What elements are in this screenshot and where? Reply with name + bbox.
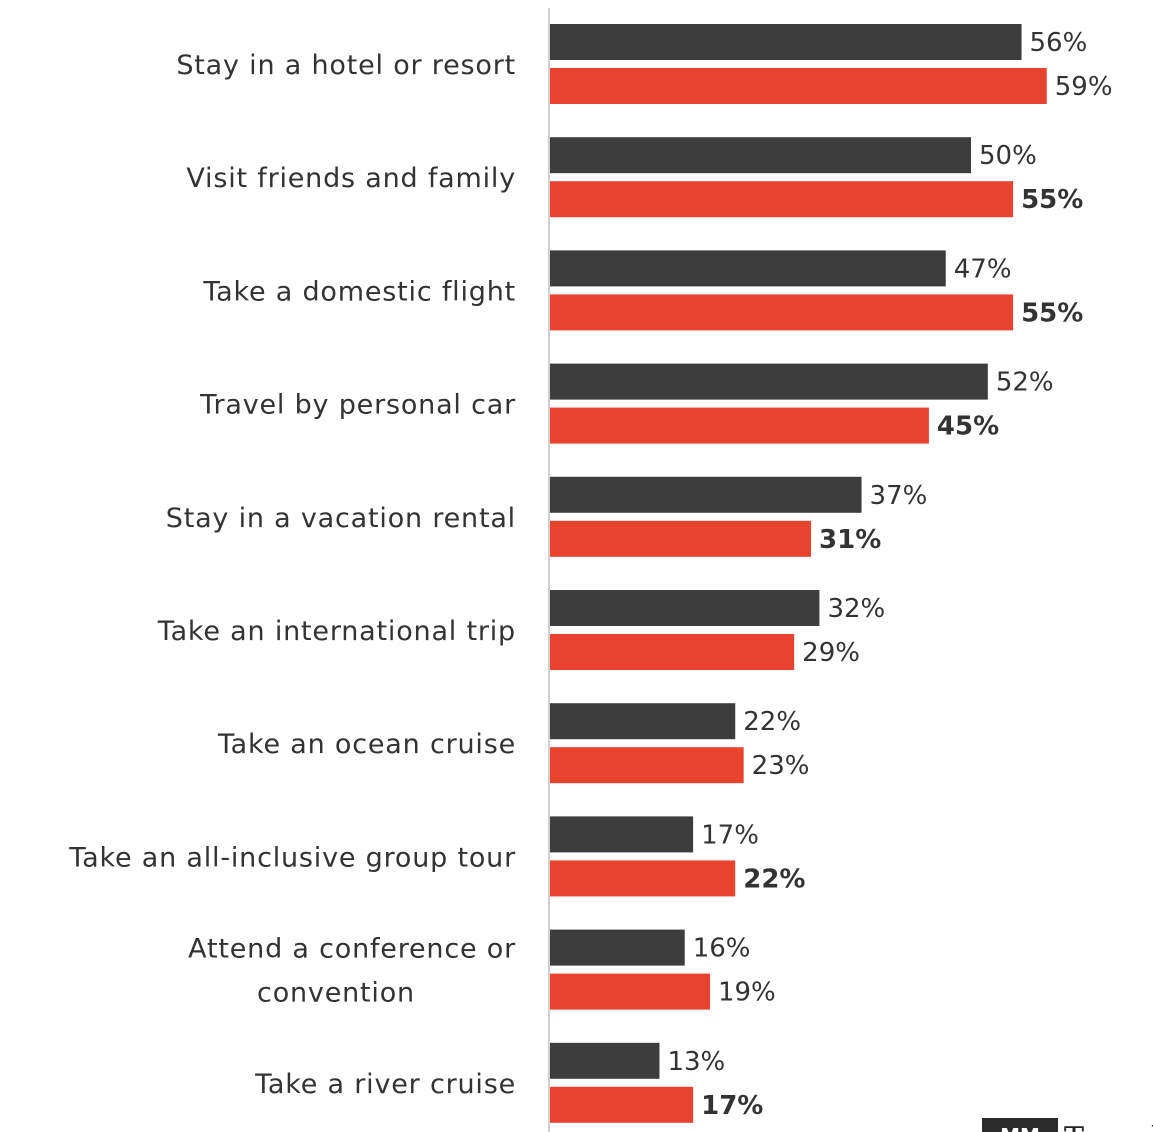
bar-series-2-1: [550, 68, 1047, 104]
value-label-series-2-5: 31%: [819, 525, 881, 555]
value-label-series-1-6: 32%: [827, 594, 885, 624]
category-label-9-line-1: Attend a conference or: [188, 934, 516, 965]
bar-series-2-6: [550, 634, 795, 670]
bar-series-1-10: [550, 1042, 660, 1079]
value-label-series-1-9: 16%: [693, 934, 751, 964]
value-label-series-2-2: 55%: [1021, 185, 1083, 215]
value-label-series-1-5: 37%: [870, 481, 928, 511]
value-label-series-1-8: 17%: [701, 820, 759, 850]
bars-layer: [550, 24, 1047, 1123]
logo-mark: MM: [1000, 1124, 1040, 1132]
bar-series-1-5: [550, 476, 862, 513]
bar-series-1-9: [550, 929, 685, 966]
bar-series-2-4: [550, 407, 929, 444]
value-label-series-2-6: 29%: [802, 638, 860, 668]
bar-series-2-9: [550, 973, 710, 1010]
category-label-1: Stay in a hotel or resort: [176, 50, 516, 81]
bar-series-1-7: [550, 703, 736, 740]
bar-series-1-4: [550, 363, 988, 400]
value-label-series-1-2: 50%: [979, 141, 1037, 171]
bar-series-2-3: [550, 294, 1014, 331]
value-label-series-2-9: 19%: [718, 978, 776, 1008]
value-label-series-2-7: 23%: [752, 751, 810, 781]
category-label-2: Visit friends and family: [186, 163, 516, 194]
category-label-8: Take an all-inclusive group tour: [68, 842, 516, 873]
bar-series-1-1: [550, 24, 1022, 60]
bar-series-2-8: [550, 860, 736, 897]
category-label-4: Travel by personal car: [199, 390, 516, 421]
category-label-5: Stay in a vacation rental: [166, 503, 516, 534]
bar-series-1-6: [550, 590, 820, 626]
value-label-series-2-3: 55%: [1021, 298, 1083, 328]
category-label-7: Take an ocean cruise: [217, 729, 516, 760]
category-label-6: Take an international trip: [157, 616, 516, 647]
bar-series-1-8: [550, 816, 694, 853]
value-label-series-1-4: 52%: [996, 368, 1054, 398]
bar-series-2-10: [550, 1086, 694, 1123]
value-label-series-2-1: 59%: [1055, 72, 1113, 102]
logo-mark-box: [982, 1118, 1058, 1132]
logo-text: Travel: [1064, 1121, 1153, 1132]
value-label-series-2-8: 22%: [743, 864, 805, 894]
category-label-10: Take a river cruise: [254, 1069, 516, 1100]
bar-series-1-2: [550, 137, 971, 174]
bar-series-2-5: [550, 520, 812, 557]
value-label-series-1-10: 13%: [667, 1047, 725, 1077]
labels-layer: 56% 59% Stay in a hotel or resort 50% 55% Vis…: [68, 28, 1112, 1121]
value-label-series-1-1: 56%: [1030, 28, 1088, 58]
value-label-series-2-10: 17%: [701, 1091, 763, 1121]
value-label-series-1-3: 47%: [954, 254, 1012, 284]
value-label-series-1-7: 22%: [743, 707, 801, 737]
category-label-9-line-2: convention: [257, 978, 415, 1009]
bar-series-1-3: [550, 250, 946, 287]
category-label-3: Take a domestic flight: [202, 276, 516, 307]
bar-series-2-2: [550, 181, 1014, 218]
value-label-series-2-4: 45%: [937, 412, 999, 442]
brand-logo: MM Travel: [982, 1118, 1153, 1132]
bar-series-2-7: [550, 747, 744, 784]
